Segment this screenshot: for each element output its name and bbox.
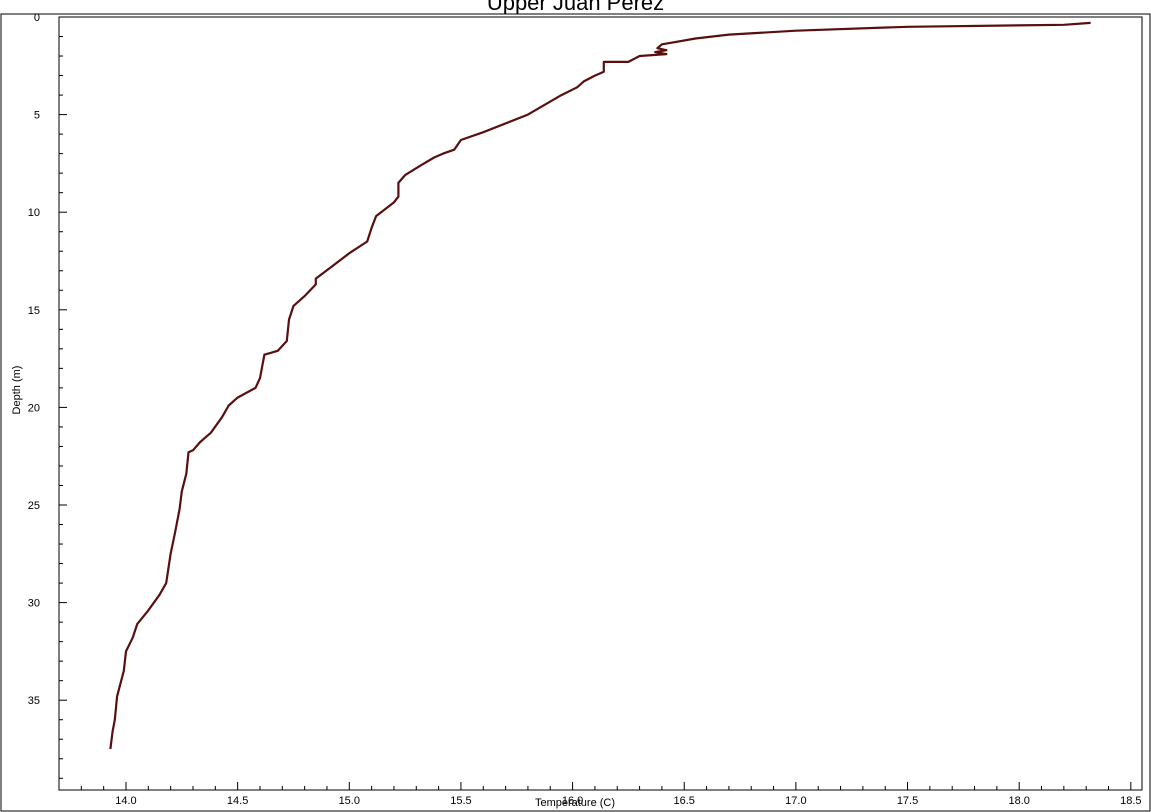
y-tick-label: 5 bbox=[34, 110, 40, 122]
y-tick-label: 25 bbox=[28, 500, 40, 512]
y-axis: 0 5 10 15 20 25 30 35 bbox=[28, 12, 67, 778]
y-tick-label: 10 bbox=[28, 207, 40, 219]
x-tick-label: 16.5 bbox=[674, 795, 695, 807]
y-tick-label: 0 bbox=[34, 12, 40, 24]
x-tick-label: 18.0 bbox=[1008, 795, 1029, 807]
x-tick-label: 15.5 bbox=[450, 795, 471, 807]
x-tick-label: 14.5 bbox=[227, 795, 248, 807]
x-axis-label: Temperature (C) bbox=[535, 797, 615, 809]
series-layer bbox=[110, 23, 1090, 749]
temperature-profile-line bbox=[110, 23, 1090, 749]
y-tick-label: 20 bbox=[28, 402, 40, 414]
x-tick-label: 18.5 bbox=[1120, 795, 1141, 807]
plot-frame bbox=[59, 17, 1142, 790]
y-tick-label: 15 bbox=[28, 305, 40, 317]
outer-frame bbox=[1, 14, 1150, 811]
x-tick-label: 15.0 bbox=[339, 795, 360, 807]
x-tick-label: 17.0 bbox=[785, 795, 806, 807]
x-tick-label: 14.0 bbox=[115, 795, 136, 807]
x-tick-label: 17.5 bbox=[897, 795, 918, 807]
y-tick-label: 35 bbox=[28, 695, 40, 707]
y-axis-label: Depth (m) bbox=[11, 366, 23, 415]
y-tick-label: 30 bbox=[28, 598, 40, 610]
